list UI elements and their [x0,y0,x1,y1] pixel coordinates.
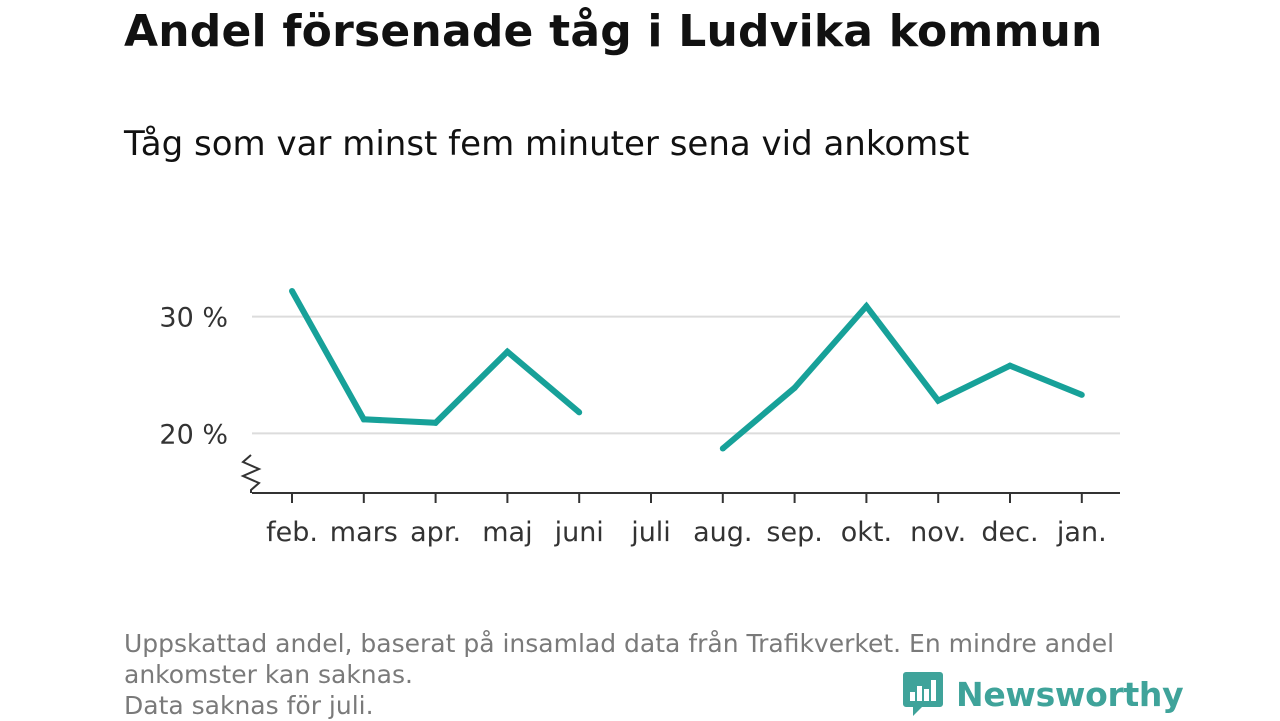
x-tick-label: sep. [766,517,822,548]
footnote-line-2: ankomster kan saknas. [124,660,413,689]
data-point [1078,391,1085,398]
footnote-line-1: Uppskattad andel, baserat på insamlad da… [124,629,1115,658]
x-tick-label: maj [482,517,532,548]
newsworthy-logo: Newsworthy [902,670,1184,718]
x-tick-label: okt. [841,517,892,548]
x-tick-label: feb. [266,517,318,548]
footnote-line-3: Data saknas för juli. [124,691,374,720]
brand-name: Newsworthy [956,674,1184,714]
chart-title: Andel försenade tåg i Ludvika kommun [124,6,1103,57]
data-point [504,348,511,355]
x-tick-label: mars [330,517,398,548]
x-tick-label: dec. [981,517,1038,548]
y-tick-label: 20 % [159,419,228,450]
axis-break-symbol [240,454,262,493]
x-tick-label: nov. [910,517,966,548]
bar-chart-speech-bubble-icon [903,672,943,716]
data-point [719,445,726,452]
data-point [576,409,583,416]
data-point [935,397,942,404]
series-line-segment-2 [720,301,1083,451]
x-tick-label: aug. [693,517,752,548]
series-lines [289,288,1085,452]
data-point [863,303,870,310]
series-line-segment-1 [289,289,582,426]
chart-subtitle: Tåg som var minst fem minuter sena vid a… [124,124,970,164]
line-chart: 20 % 30 % feb. mars apr. maj juni juli aug. sep.… [159,288,1120,548]
x-tick-label: juli [630,517,671,548]
data-point [289,288,295,294]
y-tick-label: 30 % [159,303,228,334]
x-axis: feb. mars apr. maj juni juli aug. sep. okt. nov. d… [240,454,1120,548]
x-tick-label: jan. [1056,517,1107,548]
x-tick-label: juni [554,517,604,548]
data-point [1007,362,1013,369]
footnote: Uppskattad andel, baserat på insamlad da… [124,628,1154,721]
gridlines [252,315,1120,435]
x-tick-label: apr. [410,517,461,548]
data-point [432,419,439,426]
data-point [791,384,798,391]
data-point [360,416,367,423]
y-axis-ticks: 20 % 30 % [159,303,228,451]
